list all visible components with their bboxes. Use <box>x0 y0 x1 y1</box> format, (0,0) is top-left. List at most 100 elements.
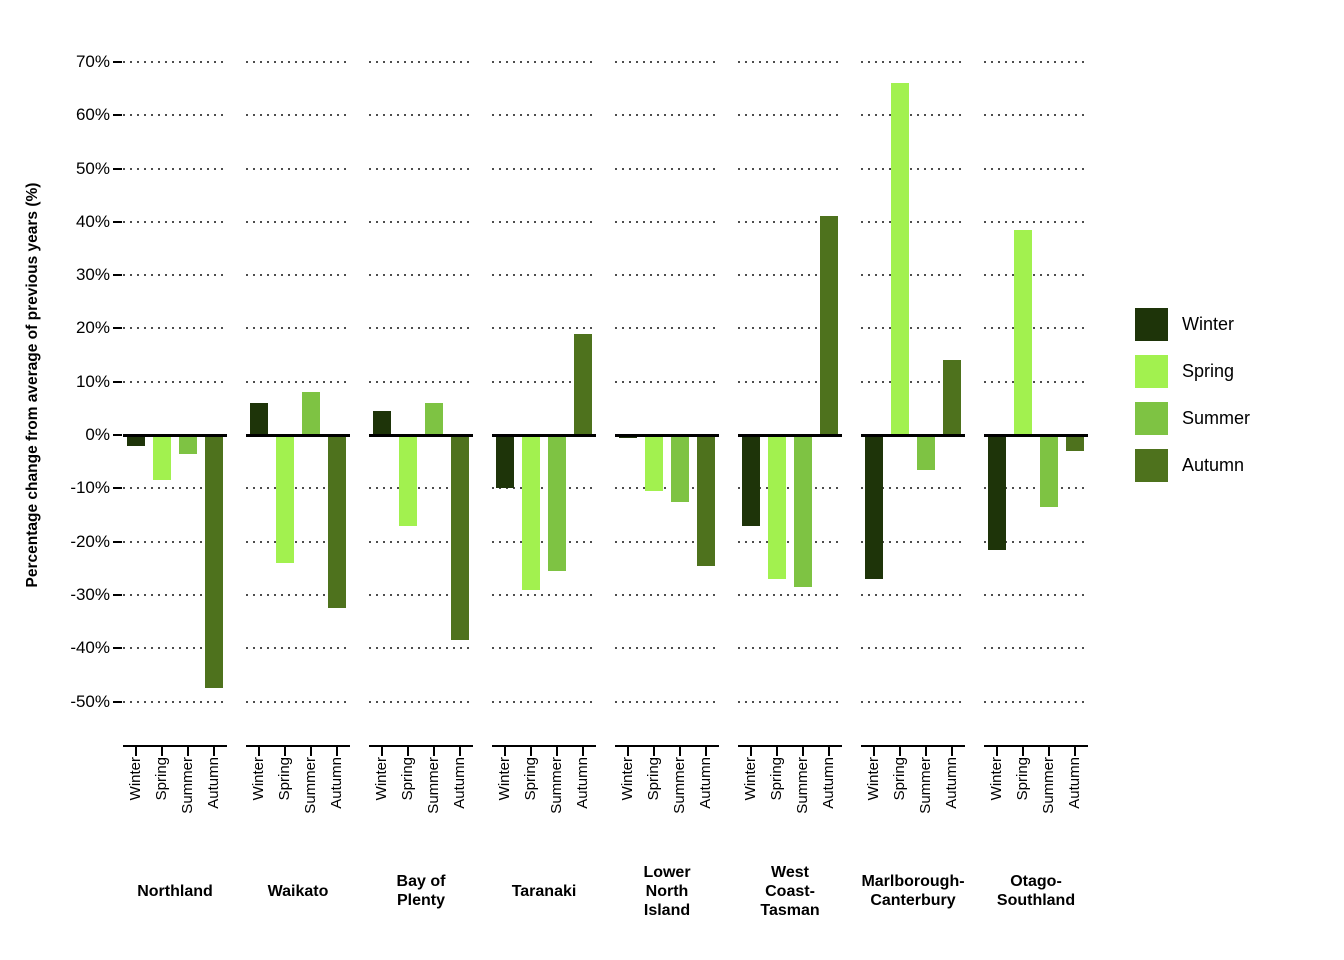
gridline <box>984 114 1088 117</box>
gridline <box>123 274 227 277</box>
x-tick-label: Winter <box>988 757 1005 801</box>
x-axis-line <box>123 745 227 747</box>
bar-autumn <box>574 333 592 435</box>
gridline <box>861 540 965 543</box>
bar-summer <box>671 435 689 502</box>
gridline <box>492 647 596 650</box>
x-axis-line <box>738 745 842 747</box>
gridline <box>246 380 350 383</box>
gridline <box>246 327 350 330</box>
x-axis-line <box>984 745 1088 747</box>
legend-item: Summer <box>1135 402 1250 435</box>
y-tick-label: 40% <box>75 211 110 231</box>
gridline <box>123 114 227 117</box>
legend-label: Winter <box>1182 314 1235 334</box>
gridline <box>123 487 227 490</box>
gridline <box>615 647 719 650</box>
x-tick-label: Spring <box>768 757 785 801</box>
facet-label: Marlborough- Canterbury <box>861 856 965 926</box>
bar-spring <box>1014 229 1032 435</box>
x-tick-label: Summer <box>425 757 442 814</box>
x-tick-label: Spring <box>1014 757 1031 801</box>
bar-winter <box>865 435 883 579</box>
y-tick-mark <box>113 434 122 436</box>
bar-summer <box>425 403 443 435</box>
gridline <box>369 647 473 650</box>
gridline <box>123 647 227 650</box>
legend-label: Summer <box>1182 408 1251 428</box>
gridline <box>246 593 350 596</box>
bar-spring <box>276 435 294 563</box>
bar-winter <box>250 403 268 435</box>
bar-spring <box>153 435 171 481</box>
x-axis-line <box>492 745 596 747</box>
gridline <box>615 380 719 383</box>
gridline <box>984 700 1088 703</box>
gridline <box>984 274 1088 277</box>
x-axis-line <box>615 745 719 747</box>
gridline <box>246 487 350 490</box>
gridline <box>615 487 719 490</box>
x-tick-label: Autumn <box>328 757 345 809</box>
bar-autumn <box>451 435 469 641</box>
x-axis-tick <box>530 747 532 756</box>
gridline <box>615 167 719 170</box>
gridline <box>984 327 1088 330</box>
x-tick-label: Spring <box>399 757 416 801</box>
gridline <box>369 487 473 490</box>
gridline <box>492 380 596 383</box>
gridline <box>738 167 842 170</box>
y-tick-label: -40% <box>70 638 110 658</box>
y-tick-mark <box>113 327 122 330</box>
y-tick-label: 20% <box>75 318 110 338</box>
gridline <box>246 647 350 650</box>
y-tick-mark <box>113 540 122 543</box>
gridline <box>615 593 719 596</box>
x-tick-label: Summer <box>794 757 811 814</box>
legend-swatch-winter <box>1135 308 1168 341</box>
bar-summer <box>794 435 812 587</box>
bar-spring <box>768 435 786 579</box>
x-tick-label: Summer <box>671 757 688 814</box>
facet-label: West Coast- Tasman <box>738 856 842 926</box>
gridline <box>861 593 965 596</box>
x-tick-label: Winter <box>865 757 882 801</box>
x-axis-tick <box>1074 747 1076 756</box>
bar-winter <box>373 411 391 435</box>
facet-label: Northland <box>123 856 227 926</box>
x-tick-label: Summer <box>179 757 196 814</box>
gridline <box>738 593 842 596</box>
x-axis-tick <box>925 747 927 756</box>
gridline <box>246 60 350 63</box>
x-axis-tick <box>284 747 286 756</box>
y-tick-mark <box>113 700 122 703</box>
gridline <box>246 274 350 277</box>
legend-swatch-autumn <box>1135 449 1168 482</box>
gridline <box>861 167 965 170</box>
bar-autumn <box>328 435 346 609</box>
x-tick-label: Autumn <box>1066 757 1083 809</box>
y-tick-mark <box>113 593 122 596</box>
gridline <box>123 593 227 596</box>
bar-autumn <box>697 435 715 566</box>
x-axis-tick <box>556 747 558 756</box>
bar-spring <box>645 435 663 491</box>
x-axis-tick <box>873 747 875 756</box>
gridline <box>738 220 842 223</box>
gridline <box>369 167 473 170</box>
legend-item: Spring <box>1135 355 1234 388</box>
x-tick-label: Winter <box>127 757 144 801</box>
legend-swatch-spring <box>1135 355 1168 388</box>
zero-baseline <box>861 434 965 437</box>
bar-summer <box>917 435 935 470</box>
zero-baseline <box>492 434 596 437</box>
gridline <box>984 593 1088 596</box>
y-tick-label: 50% <box>75 158 110 178</box>
zero-baseline <box>984 434 1088 437</box>
facet-label-text: Lower North Island <box>643 863 691 919</box>
gridline <box>369 540 473 543</box>
x-axis-tick <box>653 747 655 756</box>
x-tick-label: Winter <box>742 757 759 801</box>
x-tick-label: Winter <box>619 757 636 801</box>
